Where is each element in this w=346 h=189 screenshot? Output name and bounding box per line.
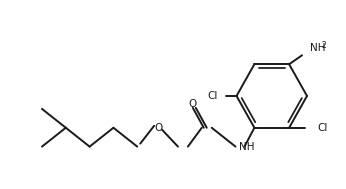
Text: 2: 2 (322, 41, 327, 50)
Text: O: O (154, 123, 162, 133)
Text: NH: NH (238, 142, 254, 152)
Text: Cl: Cl (207, 91, 218, 101)
Text: NH: NH (310, 43, 326, 53)
Text: Cl: Cl (317, 123, 327, 133)
Text: O: O (189, 99, 197, 109)
